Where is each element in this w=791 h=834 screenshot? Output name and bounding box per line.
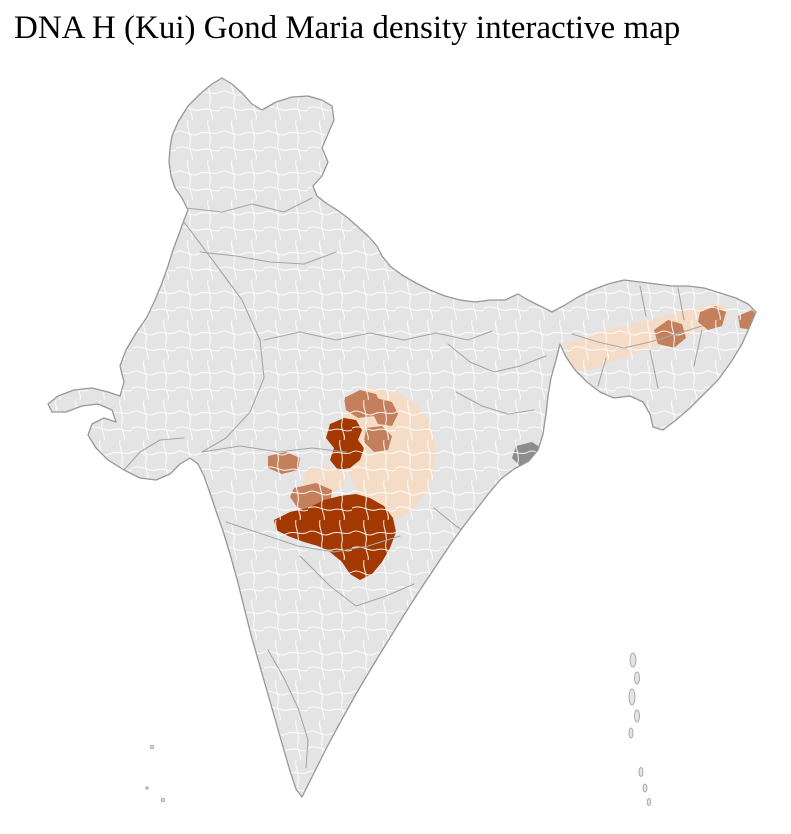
- andaman-nicobar-islands[interactable]: [628, 652, 652, 806]
- india-outline: [47, 77, 757, 798]
- lakshadweep-islands[interactable]: [145, 745, 165, 803]
- district-boundaries-overlay: [48, 78, 756, 797]
- state-boundaries: [123, 197, 703, 769]
- map-title: DNA H (Kui) Gond Maria density interacti…: [14, 10, 681, 46]
